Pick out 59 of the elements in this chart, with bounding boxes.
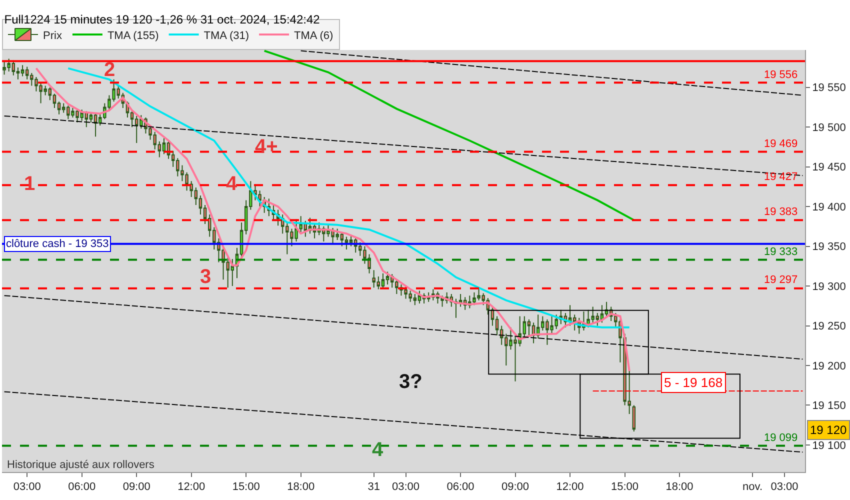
ref-line-label: 19 469	[764, 138, 798, 150]
annotation: 3	[200, 266, 212, 288]
candlestick	[381, 272, 385, 289]
candlestick	[344, 236, 348, 250]
legend-label: Prix	[43, 30, 62, 42]
x-tick-label: 09:00	[122, 481, 150, 494]
x-tick-label: 15:00	[611, 481, 639, 494]
candlestick	[426, 292, 430, 302]
x-tick-label: 12:00	[178, 481, 206, 494]
annotation: Historique ajusté aux rollovers	[7, 459, 155, 471]
legend-label: TMA (31)	[204, 30, 250, 42]
candlestick	[604, 301, 608, 318]
x-tick-label: 15:00	[232, 481, 260, 494]
annotation: 4	[372, 439, 384, 461]
ref-line-label: 19 333	[764, 246, 798, 258]
x-tick-label: 06:00	[446, 481, 474, 494]
x-tick-label: 03:00	[392, 481, 420, 494]
y-tick-label: 19 150	[812, 400, 846, 412]
ref-line-label: 19 427	[764, 171, 798, 183]
x-tick-label: 12:00	[556, 481, 584, 494]
candlestick	[600, 304, 604, 324]
annotation: 3?	[399, 371, 422, 393]
x-tick-label: 06:00	[68, 481, 96, 494]
legend-label: TMA (155)	[107, 30, 159, 42]
ref-line-label: 19 099	[764, 432, 798, 444]
candlestick	[162, 138, 166, 155]
candlestick	[632, 404, 636, 432]
x-tick-label: 09:00	[502, 481, 530, 494]
candlestick	[386, 271, 390, 285]
annotation: 2	[104, 59, 116, 81]
candlestick	[20, 64, 24, 77]
chart-title: Full1224 15 minutes 19 120 -1,26 % 31 oct. 2024, 15:42:42	[4, 12, 320, 26]
y-tick-label: 19 450	[812, 162, 846, 174]
annotation: 4+	[255, 136, 278, 158]
annotation: 1	[24, 173, 36, 195]
x-tick-label: 03:00	[770, 481, 798, 494]
candlestick	[418, 290, 422, 304]
ref-line-label: clôture cash - 19 353	[6, 238, 109, 250]
y-tick-label: 19 250	[812, 320, 846, 333]
legend-label: TMA (6)	[294, 30, 334, 42]
candlestick	[94, 113, 98, 138]
y-tick-label: 19 100	[812, 440, 846, 452]
x-tick-label: 18:00	[666, 481, 694, 494]
y-tick-label: 19 500	[812, 122, 846, 134]
ref-line-label: 19 556	[764, 69, 798, 81]
y-tick-label: 19 300	[812, 280, 846, 293]
y-tick-label: 19 200	[812, 360, 846, 372]
ref-line-label: 19 383	[764, 206, 798, 218]
annotation: 5 - 19 168	[664, 375, 723, 390]
y-tick-label: 19 550	[812, 82, 846, 94]
x-tick-label: 18:00	[287, 481, 315, 494]
text: 19 120	[810, 423, 848, 437]
annotation: 4	[226, 173, 238, 195]
x-tick-label: 03:00	[13, 481, 41, 494]
y-tick-label: 19 350	[812, 241, 846, 254]
x-tick-label: nov.	[742, 481, 763, 494]
ref-line-label: 19 297	[764, 274, 798, 286]
x-tick-label: 31	[368, 481, 380, 494]
y-tick-label: 19 400	[812, 201, 846, 214]
